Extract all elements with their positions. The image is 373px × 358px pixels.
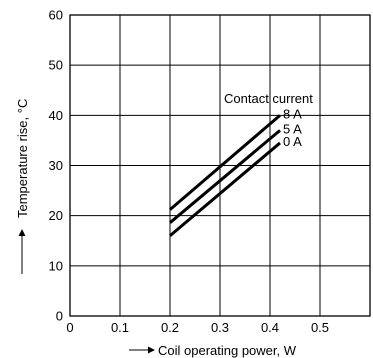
plot-frame [69,14,371,317]
contact-current-annotation: Contact current [224,91,313,106]
y-axis-label: Temperature rise, °C [15,99,30,218]
x-tick-label: 0.5 [311,320,329,335]
grid [70,15,370,316]
y-tick-label: 40 [49,108,63,123]
x-tick-label: 0.1 [111,320,129,335]
series-line [169,141,281,237]
series-label: 0 A [283,134,302,149]
x-tick-label: 0.3 [211,320,229,335]
y-axis-ticks: 0 10 20 30 40 50 60 [49,8,63,324]
x-axis-ticks: 0.1 0.2 0.3 0.4 0.5 0 [66,320,329,335]
y-tick-label: 20 [49,208,63,223]
series-line [169,129,281,224]
x-origin-label: 0 [66,320,73,335]
x-axis-arrow-head [148,346,155,354]
y-axis-label-group: Temperature rise, °C [15,99,30,274]
y-tick-label: 10 [49,258,63,273]
series-label: 5 A [283,121,302,136]
y-tick-label: 0 [56,309,63,324]
x-axis-label: Coil operating power, W [158,343,297,358]
y-tick-label: 50 [49,58,63,73]
x-tick-label: 0.2 [161,320,179,335]
y-tick-label: 30 [49,158,63,173]
series: 8 A5 A0 A [169,106,302,237]
series-label: 8 A [283,106,302,121]
y-tick-label: 60 [49,8,63,23]
y-axis-arrow-head [18,229,26,236]
x-axis-label-group: Coil operating power, W [129,343,297,358]
x-tick-label: 0.4 [261,320,279,335]
series-line [169,114,281,211]
